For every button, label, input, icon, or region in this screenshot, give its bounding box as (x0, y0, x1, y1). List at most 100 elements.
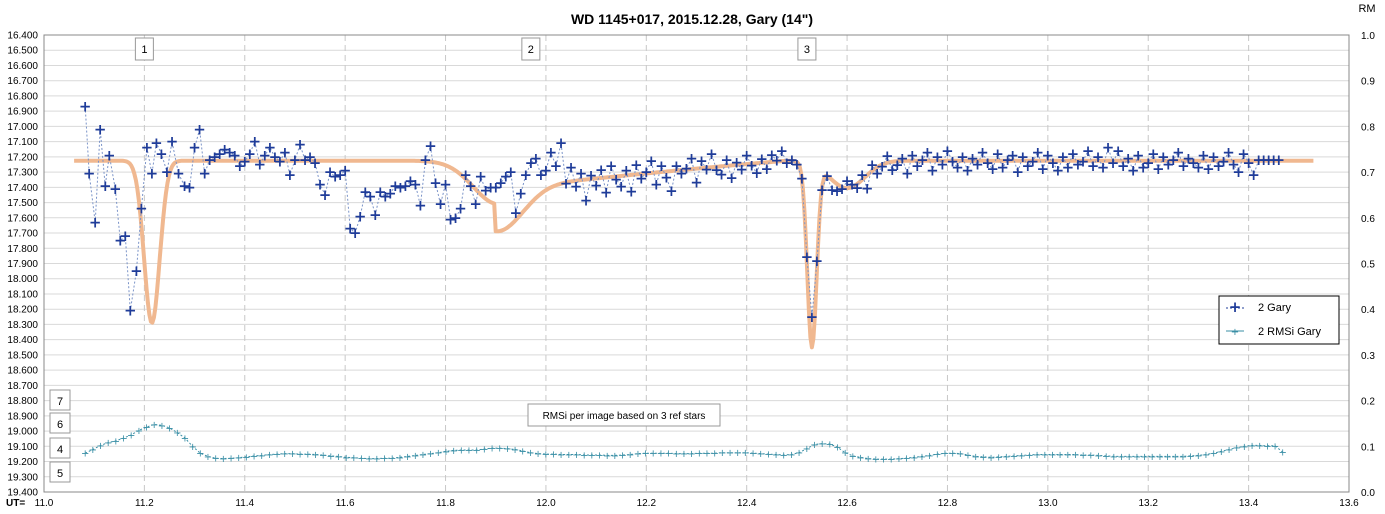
rms-note-box (527, 403, 721, 427)
y-left-tick-label: 18.200 (7, 305, 38, 316)
rms-point: + (1202, 450, 1210, 461)
y-right-tick-label: 0.7 (1361, 168, 1375, 179)
magnitude-point: + (1152, 160, 1165, 178)
magnitude-point: + (1142, 154, 1155, 172)
magnitude-point: + (936, 155, 949, 173)
rms-scale-box (49, 461, 71, 483)
rms-point: + (887, 455, 895, 466)
y-right-tick-label: 0.9 (1361, 77, 1375, 88)
magnitude-point: + (821, 167, 834, 185)
rms-point: + (1056, 450, 1064, 461)
magnitude-point: + (961, 162, 974, 180)
rms-point: + (718, 448, 726, 459)
magnitude-point: + (710, 161, 723, 179)
magnitude-point: + (846, 176, 859, 194)
rms-point: + (411, 451, 419, 462)
magnitude-point: + (1087, 157, 1100, 175)
magnitude-point: + (454, 200, 467, 218)
magnitude-point: + (575, 165, 588, 183)
magnitude-point: + (841, 172, 854, 190)
magnitude-point: + (760, 160, 773, 178)
magnitude-point: + (996, 159, 1009, 177)
rms-point: + (710, 449, 718, 460)
magnitude-point: + (344, 219, 357, 237)
rms-point: + (971, 452, 979, 463)
y-left-tick-label: 16.900 (7, 107, 38, 118)
rms-point: + (703, 449, 711, 460)
magnitude-point: + (424, 137, 437, 155)
magnitude-point: + (364, 187, 377, 205)
rms-point: + (1240, 442, 1248, 453)
magnitude-point: + (379, 187, 392, 205)
magnitude-point: + (409, 175, 422, 193)
rms-point: + (572, 450, 580, 461)
magnitude-point: + (826, 181, 839, 199)
magnitude-point: + (871, 165, 884, 183)
magnitude-point: + (1157, 148, 1170, 166)
rms-point: + (350, 453, 358, 464)
rms-point: + (1079, 450, 1087, 461)
rms-point: + (956, 449, 964, 460)
magnitude-point: + (981, 154, 994, 172)
y-left-tick-label: 16.700 (7, 76, 38, 87)
magnitude-point: + (289, 151, 302, 169)
magnitude-point: + (504, 163, 517, 181)
magnitude-point: + (359, 183, 372, 201)
rms-point: + (841, 448, 849, 459)
rms-point: + (1232, 443, 1240, 454)
magnitude-point: + (1082, 142, 1095, 160)
y-left-tick-label: 17.000 (7, 122, 38, 133)
rms-point: + (1094, 451, 1102, 462)
magnitude-point: + (635, 169, 648, 187)
rms-point: + (634, 449, 642, 460)
rms-point: + (1048, 450, 1056, 461)
magnitude-point: + (324, 163, 337, 181)
magnitude-point: + (449, 209, 462, 227)
y-right-tick-label: 0.6 (1361, 214, 1375, 225)
magnitude-point: + (294, 136, 307, 154)
magnitude-point: + (1037, 160, 1050, 178)
rms-point: + (1225, 445, 1233, 456)
magnitude-point: + (625, 183, 638, 201)
magnitude-point: + (469, 195, 482, 213)
magnitude-point: + (208, 148, 221, 166)
magnitude-point: + (150, 134, 163, 152)
magnitude-point: + (1147, 145, 1160, 163)
magnitude-point: + (141, 139, 154, 157)
x-tick-label: 11.8 (436, 498, 455, 509)
x-tick-label: 13.0 (1038, 498, 1058, 509)
magnitude-point: + (941, 142, 954, 160)
magnitude-point: + (951, 159, 964, 177)
rms-point: + (741, 448, 749, 459)
rms-point: + (565, 450, 573, 461)
x-tick-label: 12.2 (637, 498, 657, 509)
rms-point: + (649, 449, 657, 460)
rms-point: + (496, 444, 504, 455)
rms-scale-label: 6 (57, 419, 63, 431)
magnitude-point: + (1127, 162, 1140, 180)
magnitude-point: + (690, 174, 703, 192)
magnitude-point: + (464, 177, 477, 195)
rms-point: + (910, 453, 918, 464)
chart-title: WD 1145+017, 2015.12.28, Gary (14") (571, 11, 813, 27)
magnitude-point: + (1257, 151, 1270, 169)
rms-point: + (795, 448, 803, 459)
magnitude-point: + (670, 157, 683, 175)
rms-point: + (933, 450, 941, 461)
rms-point: + (611, 451, 619, 462)
magnitude-point: + (765, 146, 778, 164)
magnitude-point: + (172, 165, 185, 183)
magnitude-point: + (791, 155, 804, 173)
rms-point: + (1041, 450, 1049, 461)
y-left-tick-label: 17.500 (7, 198, 38, 209)
magnitude-point: + (1137, 159, 1150, 177)
magnitude-point: + (404, 172, 417, 190)
magnitude-point: + (198, 165, 211, 183)
magnitude-point: + (695, 152, 708, 170)
magnitude-point: + (94, 120, 107, 138)
magnitude-point: + (228, 146, 241, 164)
dip-label-box (134, 37, 154, 61)
rms-point: + (626, 450, 634, 461)
rms-scale-box (49, 389, 71, 411)
